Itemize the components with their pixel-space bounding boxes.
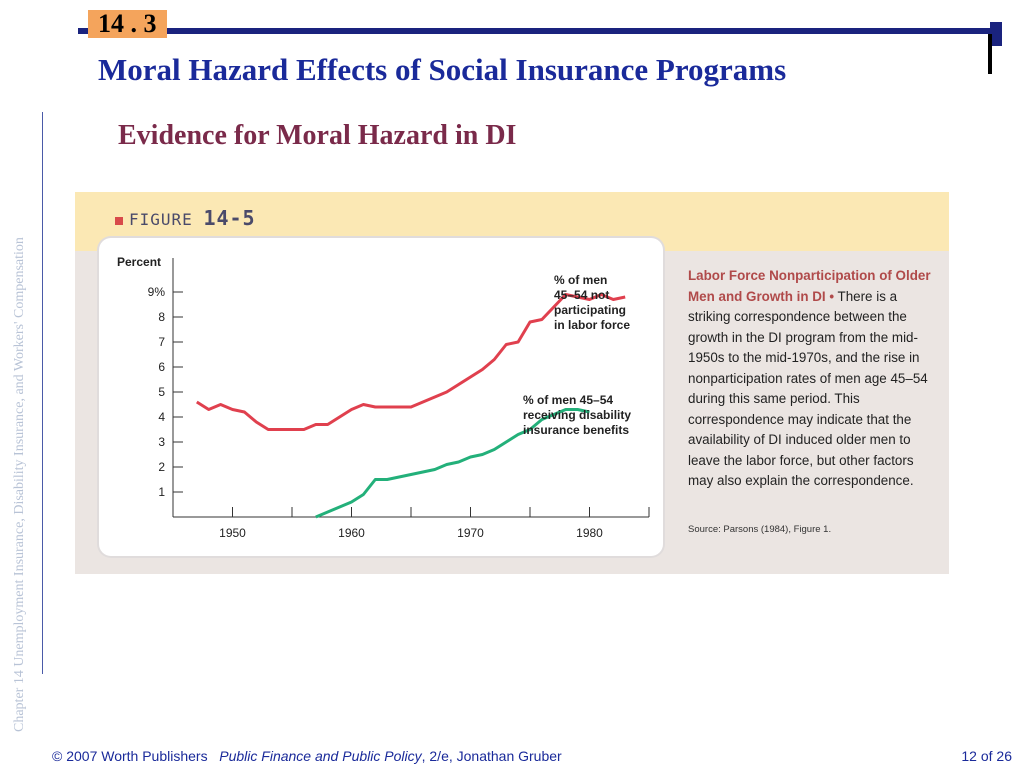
- x-tick-label: 1960: [338, 526, 365, 540]
- figure-label-text: FIGURE: [129, 210, 193, 229]
- section-number: 14 . 3: [88, 10, 167, 38]
- footer-citation: © 2007 Worth Publishers Public Finance a…: [52, 748, 562, 764]
- y-tick-label: 2: [158, 460, 165, 474]
- y-tick-label: 4: [158, 410, 165, 424]
- figure-caption: Labor Force Nonparticipation of Older Me…: [688, 266, 932, 492]
- series-label-1: 45–54 not: [554, 288, 609, 302]
- y-axis-label: Percent: [117, 255, 161, 269]
- header-right-rule: [988, 34, 992, 74]
- figure-bullet-icon: [115, 216, 123, 225]
- x-tick-label: 1980: [576, 526, 603, 540]
- page-number: 12 of 26: [961, 748, 1012, 764]
- figure-label: FIGURE 14-5: [115, 206, 256, 230]
- y-tick-label: 9%: [148, 285, 166, 299]
- y-tick-label: 5: [158, 385, 165, 399]
- series-label-1: in labor force: [554, 318, 630, 332]
- footer-book-title: Public Finance and Public Policy: [219, 748, 422, 764]
- series-line-1: [196, 293, 626, 431]
- caption-title: Labor Force Nonparticipation of Older Me…: [688, 268, 931, 304]
- series-label-1: % of men: [554, 273, 607, 287]
- series-label-2: insurance benefits: [523, 423, 629, 437]
- figure-number: 14-5: [203, 206, 256, 230]
- series-line-2: [315, 408, 590, 519]
- series-label-2: % of men 45–54: [523, 393, 613, 407]
- line-chart: Percent 9% 8 7 6 5 4 3 2 1 1950 1960 1970 1980 % of me…: [117, 255, 650, 540]
- x-tick-label: 1950: [219, 526, 246, 540]
- y-tick-label: 8: [158, 310, 165, 324]
- y-tick-label: 6: [158, 360, 165, 374]
- header-rule: [78, 28, 998, 34]
- chapter-side-text: Chapter 14 Unemployment Insurance, Disab…: [12, 237, 27, 732]
- figure-source: Source: Parsons (1984), Figure 1.: [688, 524, 832, 535]
- slide-subtitle: Evidence for Moral Hazard in DI: [118, 120, 517, 151]
- caption-body: There is a striking correspondence betwe…: [688, 288, 928, 489]
- side-rule: [42, 112, 43, 674]
- header-right-tab: [990, 22, 1002, 46]
- y-tick-label: 7: [158, 335, 165, 349]
- figure-panel: FIGURE 14-5 Percent 9% 8 7 6 5 4 3 2 1 1950 1960 197…: [75, 192, 949, 574]
- x-tick-label: 1970: [457, 526, 484, 540]
- footer-book-rest: , 2/e, Jonathan Gruber: [421, 748, 562, 764]
- series-label-1: participating: [554, 303, 626, 317]
- chart-card: Percent 9% 8 7 6 5 4 3 2 1 1950 1960 1970 1980 % of me…: [99, 238, 663, 556]
- y-tick-label: 1: [158, 485, 165, 499]
- y-tick-label: 3: [158, 435, 165, 449]
- slide-title: Moral Hazard Effects of Social Insurance…: [98, 52, 787, 87]
- footer-copyright: © 2007 Worth Publishers: [52, 748, 208, 764]
- series-label-2: receiving disability: [523, 408, 631, 422]
